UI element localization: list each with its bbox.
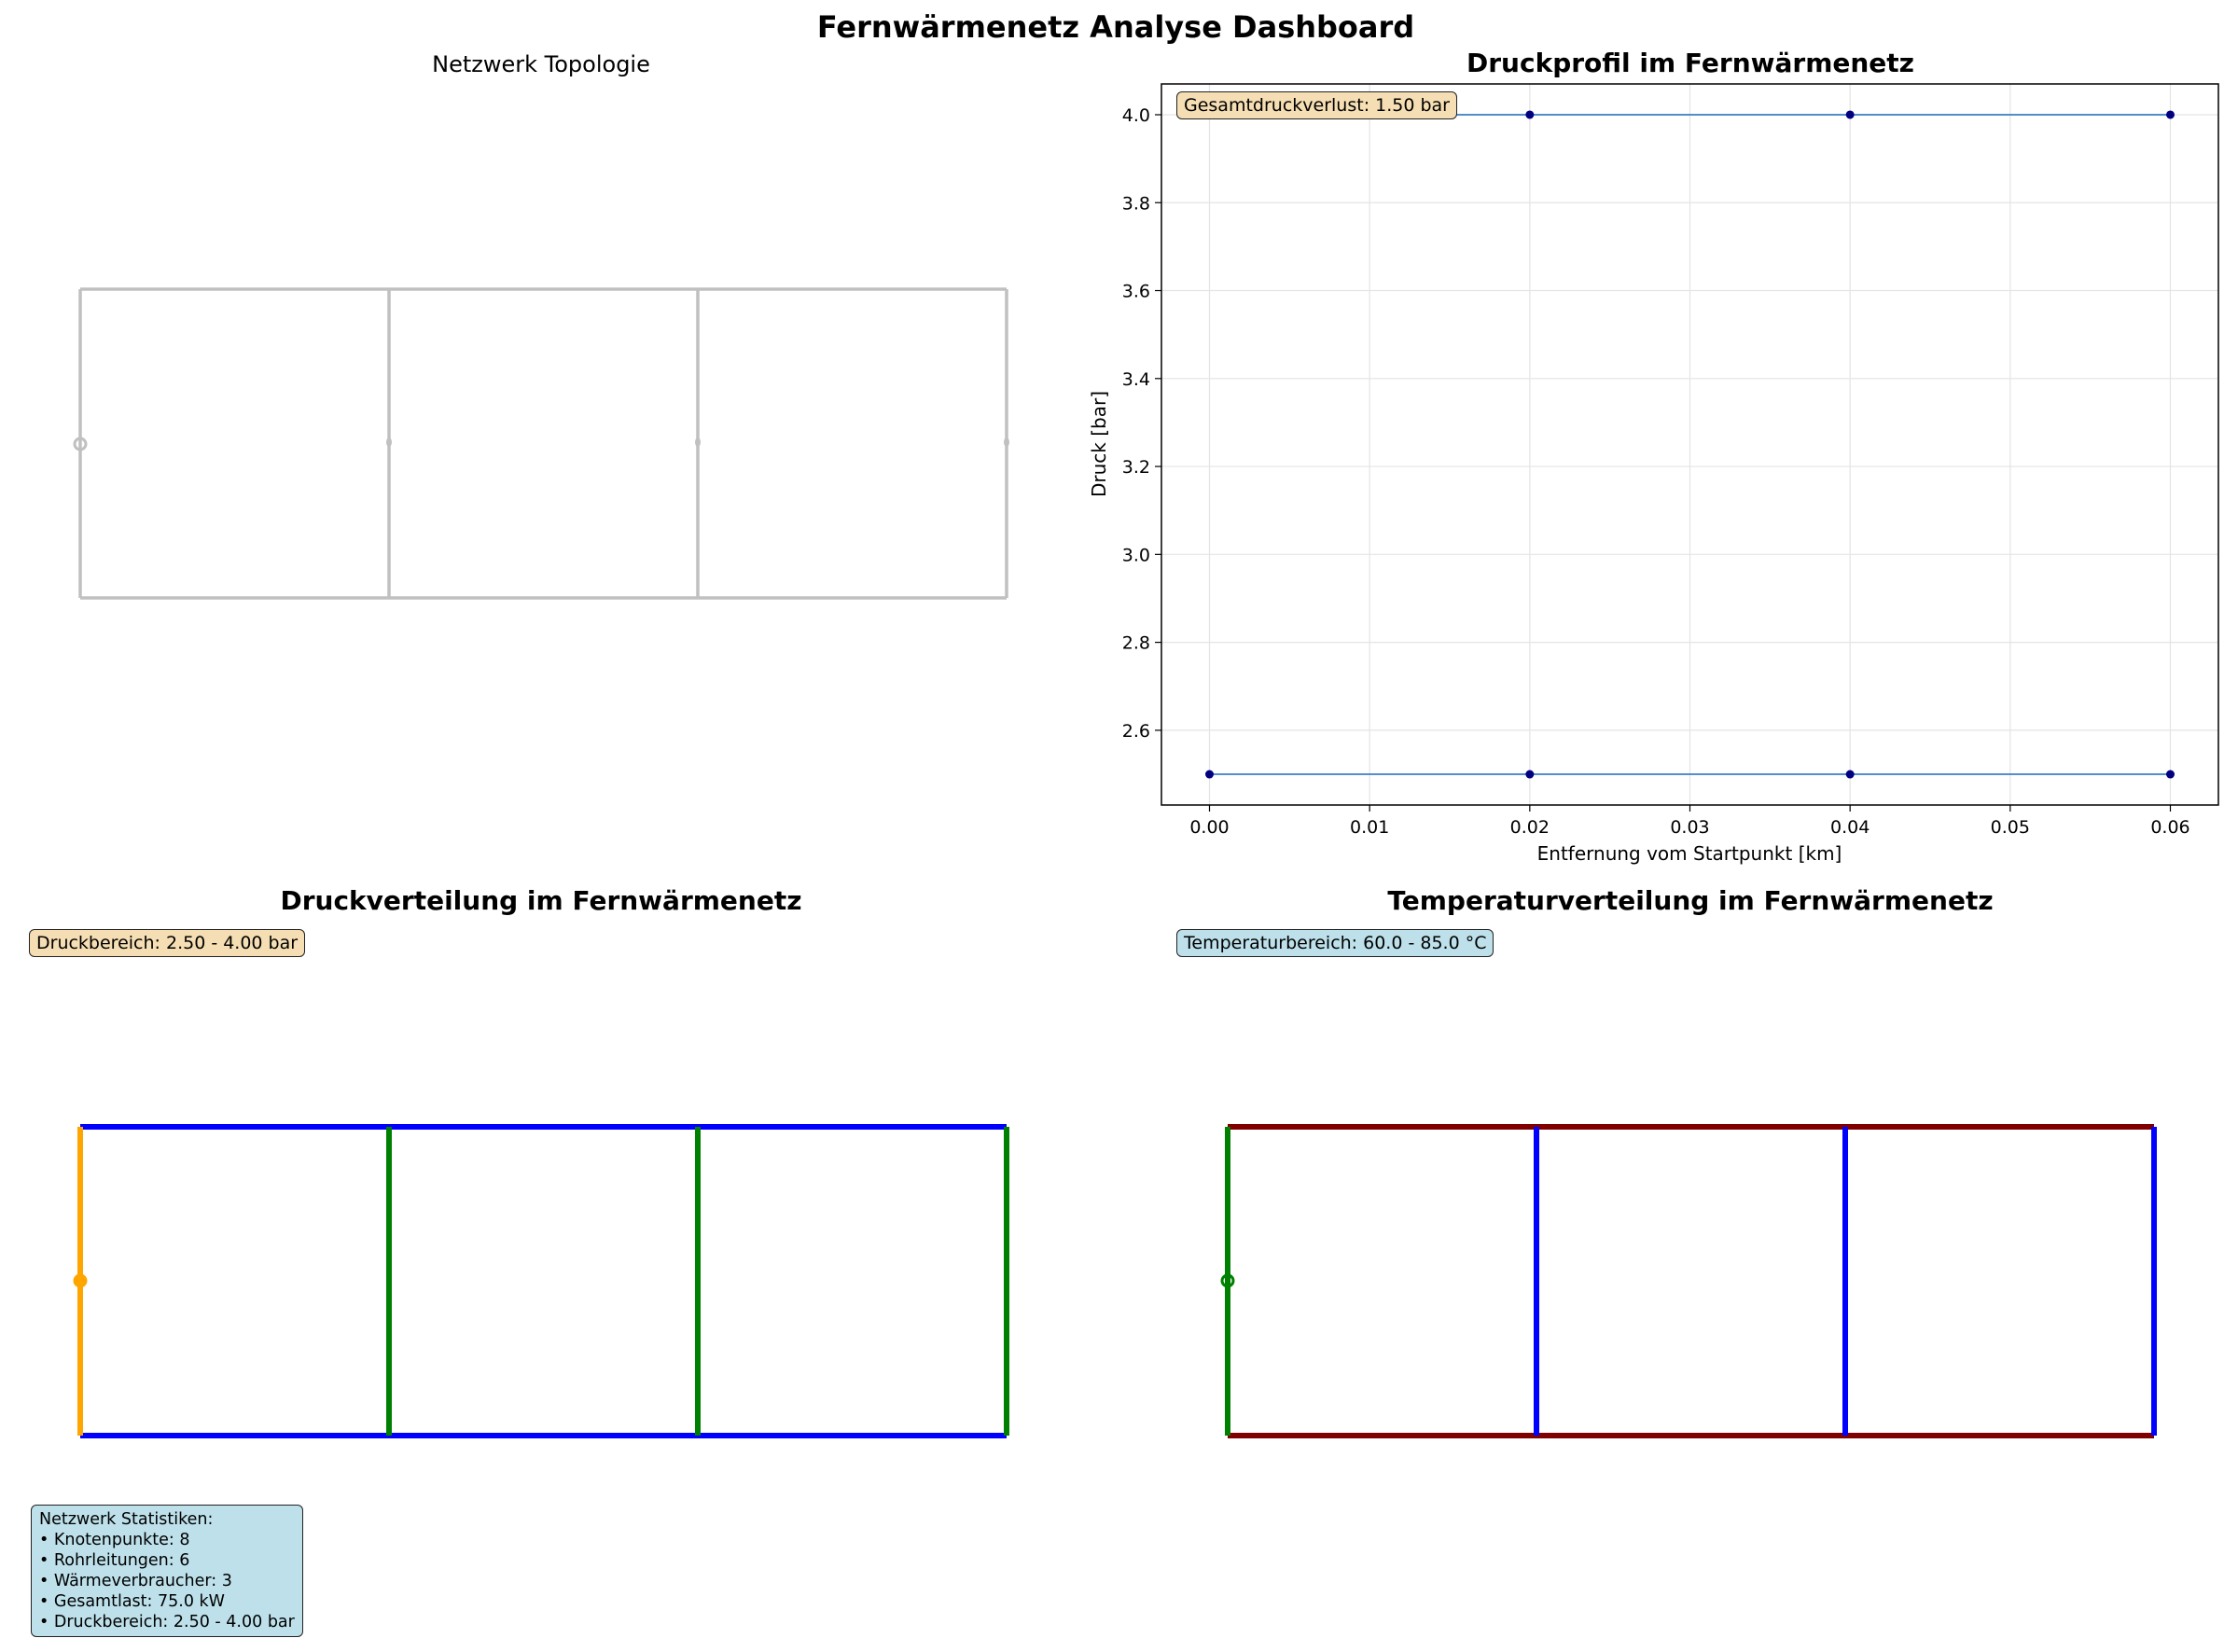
temperature-network-consumer-node: [1842, 1274, 1848, 1284]
network-statistics-box: Netzwerk Statistiken: • Knotenpunkte: 8 …: [31, 1505, 303, 1637]
pressure-network-consumer-node: [695, 1274, 701, 1284]
pressure-point: [1525, 110, 1535, 119]
x-tick-label: 0.01: [1350, 817, 1389, 838]
stats-line: • Knotenpunkte: 8: [39, 1531, 190, 1549]
y-tick-label: 4.0: [1122, 105, 1150, 126]
x-tick-label: 0.06: [2150, 817, 2189, 838]
y-tick-label: 3.8: [1122, 193, 1150, 214]
y-tick-label: 2.6: [1122, 721, 1150, 742]
pressure-profile-xlabel: Entfernung vom Startpunkt [km]: [1537, 842, 1842, 865]
pressure-point: [1205, 770, 1214, 779]
pressure-profile-title: Druckprofil im Fernwärmenetz: [1466, 48, 1914, 78]
stats-line: • Druckbereich: 2.50 - 4.00 bar: [39, 1613, 295, 1631]
pressure-profile-ylabel: Druck [bar]: [1088, 391, 1110, 497]
y-tick-label: 2.8: [1122, 633, 1150, 654]
y-tick-label: 3.4: [1122, 369, 1150, 390]
topology-panel: Netzwerk Topologie: [73, 51, 1009, 600]
x-tick-label: 0.05: [1991, 817, 2030, 838]
temperature-range-annotation: Temperaturbereich: 60.0 - 85.0 °C: [1176, 929, 1494, 957]
pressure-network-source-node: [73, 1273, 88, 1288]
y-tick-label: 3.2: [1122, 457, 1150, 478]
topology-title: Netzwerk Topologie: [432, 51, 650, 77]
temperature-distribution-title: Temperaturverteilung im Fernwärmenetz: [1387, 885, 1993, 916]
temperature-network-consumer-node: [1534, 1274, 1539, 1284]
stats-heading: Netzwerk Statistiken:: [39, 1510, 214, 1529]
pressure-point: [1845, 770, 1855, 779]
pressure-loss-annotation: Gesamtdruckverlust: 1.50 bar: [1176, 91, 1457, 119]
pressure-network-consumer-node: [1004, 1274, 1009, 1284]
topology-consumer-node: [1004, 437, 1009, 447]
pressure-point: [1525, 770, 1535, 779]
topology-consumer-node: [695, 437, 701, 447]
x-tick-label: 0.04: [1830, 817, 1870, 838]
topology-source-node: [73, 437, 88, 451]
pressure-point: [2166, 110, 2175, 119]
x-tick-label: 0.02: [1510, 817, 1550, 838]
x-tick-label: 0.03: [1670, 817, 1709, 838]
x-tick-label: 0.00: [1189, 817, 1229, 838]
pressure-profile-panel: Druckprofil im Fernwärmenetz 0.00 0.01 0.0…: [1088, 48, 2219, 865]
stats-line: • Wärmeverbraucher: 3: [39, 1572, 232, 1590]
dashboard-title: Fernwärmenetz Analyse Dashboard: [817, 9, 1414, 45]
pressure-distribution-panel: Druckverteilung im Fernwärmenetz: [73, 885, 1009, 1438]
pressure-distribution-title: Druckverteilung im Fernwärmenetz: [280, 885, 801, 916]
stats-line: • Rohrleitungen: 6: [39, 1551, 190, 1570]
temperature-network-consumer-node: [2151, 1274, 2157, 1284]
stats-line: • Gesamtlast: 75.0 kW: [39, 1592, 225, 1611]
pressure-point: [1845, 110, 1855, 119]
pressure-point: [2166, 770, 2175, 779]
pressure-range-annotation: Druckbereich: 2.50 - 4.00 bar: [29, 929, 306, 957]
temperature-distribution-panel: Temperaturverteilung im Fernwärmenetz: [1220, 885, 2157, 1438]
temperature-network-source-node: [1220, 1273, 1235, 1288]
y-tick-label: 3.0: [1122, 545, 1150, 565]
y-tick-label: 3.6: [1122, 282, 1150, 302]
pressure-profile-grid: [1161, 84, 2218, 805]
topology-consumer-node: [386, 437, 392, 447]
pressure-network-consumer-node: [386, 1274, 392, 1284]
pressure-profile-ticks: 0.00 0.01 0.02 0.03 0.04 0.05 0.06 2.6 2.8 3.0 3.2…: [1122, 105, 2190, 838]
